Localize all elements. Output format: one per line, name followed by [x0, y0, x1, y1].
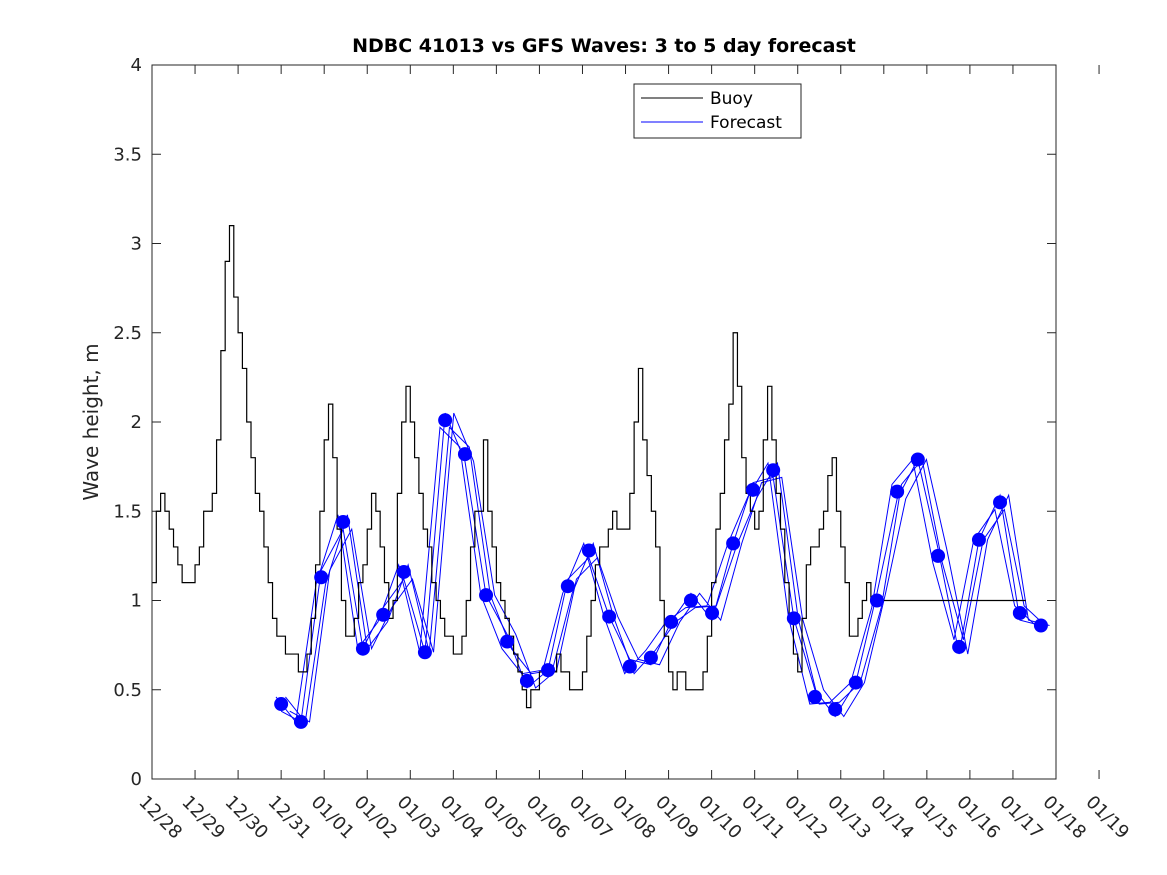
axes-box: [151, 64, 1057, 780]
y-axis-label: Wave height, m: [79, 343, 103, 500]
forecast-marker: [355, 641, 370, 656]
forecast-marker: [807, 689, 822, 704]
forecast-marker: [664, 614, 679, 629]
forecast-marker: [745, 482, 760, 497]
forecast-marker: [376, 607, 391, 622]
y-tick-label: 3: [131, 234, 142, 255]
forecast-markers: [274, 413, 1048, 729]
forecast-marker: [602, 609, 617, 624]
forecast-marker: [396, 564, 411, 579]
y-tick-label: 3.5: [113, 144, 142, 165]
forecast-marker: [479, 588, 494, 603]
forecast-marker: [293, 714, 308, 729]
forecast-marker: [314, 570, 329, 585]
forecast-marker: [417, 645, 432, 660]
chart-title: NDBC 41013 vs GFS Waves: 3 to 5 day fore…: [352, 35, 856, 57]
forecast-marker: [931, 548, 946, 563]
forecast-marker: [643, 650, 658, 665]
y-tick-label: 0.5: [113, 680, 142, 701]
legend-forecast-label: Forecast: [710, 113, 782, 133]
forecast-marker: [828, 702, 843, 717]
forecast-marker: [1033, 618, 1048, 633]
forecast-marker: [993, 495, 1008, 510]
y-tick-label: 1.5: [113, 501, 142, 522]
plot-area: [152, 65, 1056, 779]
forecast-line: [275, 426, 1037, 724]
forecast-line: [280, 412, 1042, 723]
legend-box: [633, 83, 802, 139]
forecast-marker: [622, 659, 637, 674]
forecast-marker: [336, 514, 351, 529]
y-tick-label: 2.5: [113, 323, 142, 344]
legend-buoy-label: Buoy: [710, 89, 753, 109]
forecast-marker: [541, 663, 556, 678]
forecast-marker: [581, 543, 596, 558]
forecast-marker: [952, 639, 967, 654]
forecast-marker: [500, 634, 515, 649]
y-tick-label: 2: [131, 412, 142, 433]
forecast-marker: [438, 413, 453, 428]
forecast-line: [289, 412, 1050, 723]
forecast-marker: [848, 675, 863, 690]
forecast-marker: [683, 593, 698, 608]
forecast-marker: [971, 532, 986, 547]
forecast-marker: [1012, 605, 1027, 620]
y-tick-label: 0: [131, 769, 142, 790]
forecast-marker: [786, 611, 801, 626]
y-tick-label: 1: [131, 591, 142, 612]
forecast-marker: [910, 452, 925, 467]
forecast-marker: [519, 673, 534, 688]
forecast-marker: [766, 463, 781, 478]
forecast-marker: [890, 484, 905, 499]
forecast-marker: [457, 447, 472, 462]
y-tick-label: 4: [131, 55, 142, 76]
legend: Buoy Forecast: [633, 83, 802, 139]
forecast-marker: [560, 579, 575, 594]
forecast-marker: [705, 605, 720, 620]
forecast-marker: [869, 593, 884, 608]
forecast-marker: [274, 697, 289, 712]
forecast-marker: [726, 536, 741, 551]
